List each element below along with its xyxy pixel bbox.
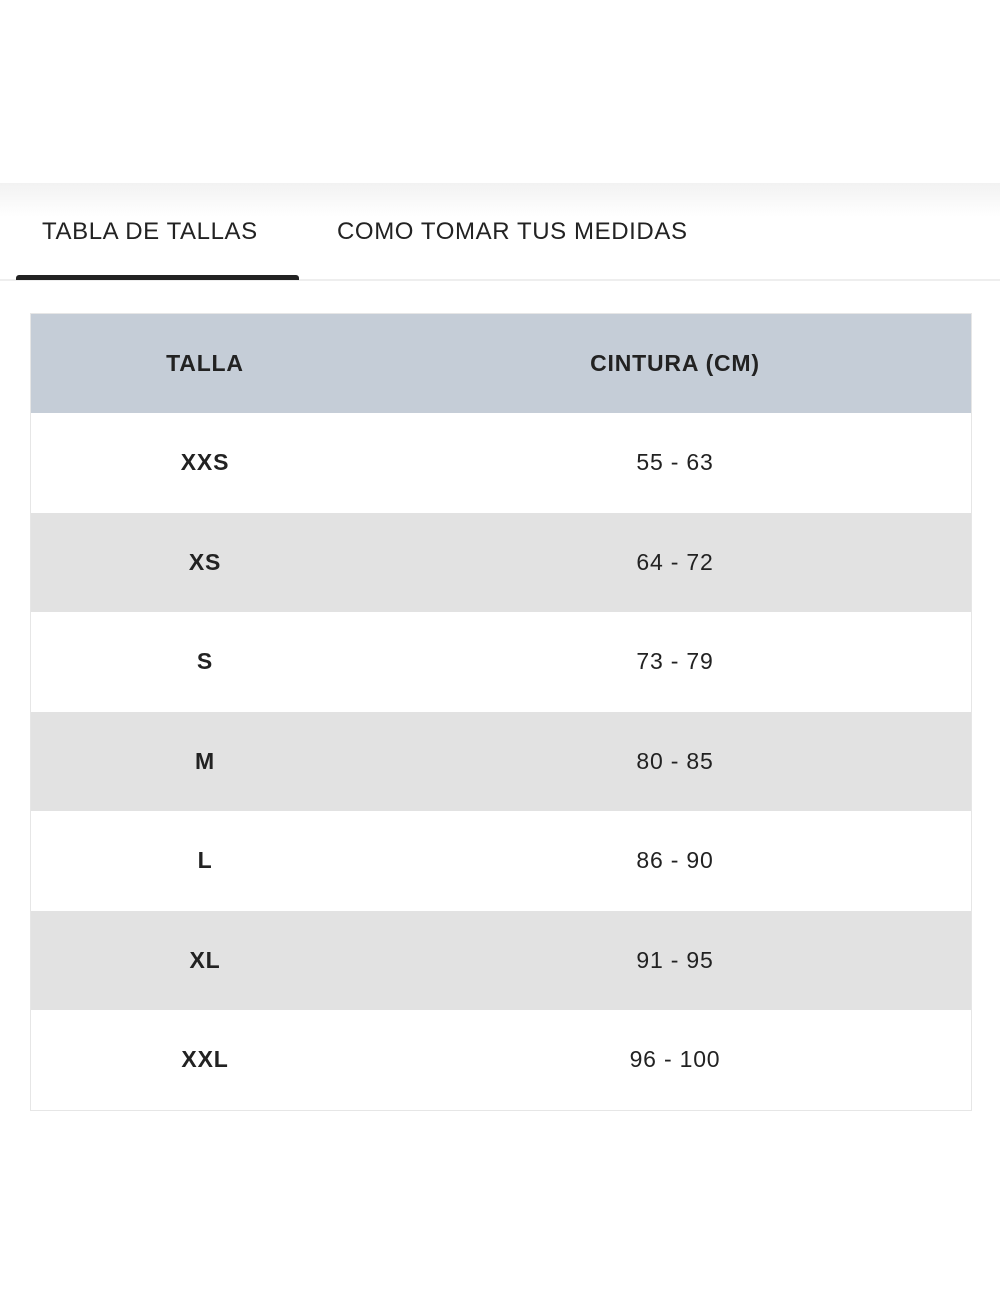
header-size: TALLA <box>30 313 379 413</box>
waist-cell: 73 - 79 <box>636 648 714 675</box>
waist-cell: 80 - 85 <box>379 711 972 811</box>
waist-cell: 91 - 95 <box>379 910 972 1010</box>
waist-cell: 64 - 72 <box>379 512 972 612</box>
table-header-row: TALLA CINTURA (CM) <box>30 313 972 413</box>
table-row: XXS 55 - 63 <box>31 413 972 513</box>
table-row: XS 64 - 72 <box>30 512 972 612</box>
waist-cell: 96 - 100 <box>629 1046 721 1073</box>
waist-cell: 86 - 90 <box>636 847 714 874</box>
tab-size-chart[interactable]: TABLA DE TALLAS <box>42 218 258 245</box>
top-shadow <box>0 183 1000 217</box>
size-table: TALLA CINTURA (CM) XXS 55 - 63 XS 64 - 72 S 7… <box>30 313 972 1111</box>
tab-how-to-measure[interactable]: COMO TOMAR TUS MEDIDAS <box>337 218 688 245</box>
size-cell: XXL <box>181 1046 229 1073</box>
header-waist: CINTURA (CM) <box>379 313 972 413</box>
size-cell: XS <box>30 512 379 612</box>
size-cell: XL <box>30 910 379 1010</box>
size-cell: L <box>197 847 213 874</box>
size-cell: M <box>30 711 379 811</box>
table-row: S 73 - 79 <box>31 612 972 712</box>
size-cell: XXS <box>180 449 230 476</box>
tab-bar: TABLA DE TALLAS COMO TOMAR TUS MEDIDAS <box>0 200 1000 281</box>
table-row: XL 91 - 95 <box>30 910 972 1010</box>
size-cell: S <box>196 648 214 675</box>
active-tab-indicator <box>16 275 299 280</box>
table-row: L 86 - 90 <box>31 811 972 911</box>
table-row: XXL 96 - 100 <box>31 1010 972 1110</box>
waist-cell: 55 - 63 <box>636 449 714 476</box>
table-row: M 80 - 85 <box>30 711 972 811</box>
